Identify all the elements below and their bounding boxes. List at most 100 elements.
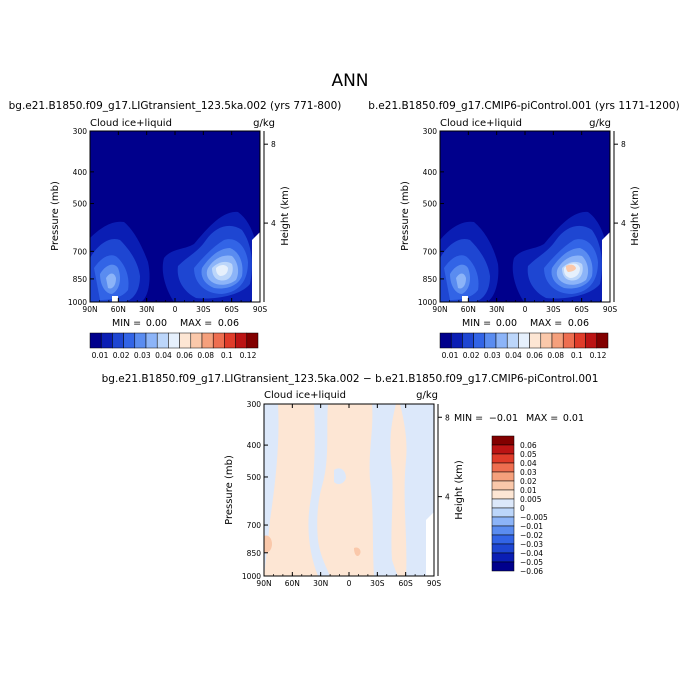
p2-ytick-label: 850 xyxy=(423,275,438,284)
p1-colorbar-swatch xyxy=(168,332,180,349)
p2-xtick-label: 60S xyxy=(575,305,590,314)
p1-colorbar-swatch xyxy=(156,332,169,349)
panel-2-terrain-mask-south xyxy=(602,232,610,302)
p2-colorbar-swatch xyxy=(596,332,609,349)
p2-colorbar-swatch xyxy=(450,332,463,349)
p1-colorbar-swatch xyxy=(246,332,259,349)
p2-y2tick-label: 4 xyxy=(621,219,626,228)
panel-1-field xyxy=(90,131,260,302)
p1-xtick-label: 60N xyxy=(111,305,126,314)
p2-y2tick-label: 8 xyxy=(621,140,626,149)
panel-1-max-value: 0.06 xyxy=(218,318,239,329)
panel-3: bg.e21.B1850.f09_g17.LIGtransient_123.5k… xyxy=(102,373,599,588)
p1-colorbar-swatch xyxy=(235,332,248,349)
p3-colorbar-swatch xyxy=(491,561,515,572)
p3-xtick-label: 0 xyxy=(347,579,352,588)
p3-colorbar-swatch xyxy=(491,543,515,554)
p3-colorbar-label: −0.04 xyxy=(520,549,543,558)
panel-1-title: bg.e21.B1850.f09_g17.LIGtransient_123.5k… xyxy=(9,100,342,112)
panel-3-max-value: 0.01 xyxy=(563,413,584,424)
p2-colorbar-swatch xyxy=(439,332,452,349)
panel-3-min-value: −0.01 xyxy=(489,413,518,424)
panel-1-contour-level-7b xyxy=(216,265,228,276)
p1-colorbar-swatch xyxy=(123,332,136,349)
p2-colorbar-label: 0.04 xyxy=(505,351,522,360)
p2-colorbar-label: 0.12 xyxy=(590,351,607,360)
p1-ytick-label: 300 xyxy=(73,127,88,136)
panel-2-title: b.e21.B1850.f09_g17.CMIP6-piControl.001 … xyxy=(368,100,679,112)
p3-colorbar-swatch xyxy=(491,525,515,536)
p1-colorbar-label: 0.1 xyxy=(221,351,233,360)
panel-3-field xyxy=(264,404,434,576)
panel-3-negative-band-e xyxy=(334,468,346,485)
p2-colorbar-swatch xyxy=(518,332,530,349)
panel-2-contour-level-8b xyxy=(566,264,576,272)
figure-title: ANN xyxy=(331,71,368,91)
p1-ytick-label: 1000 xyxy=(68,298,87,307)
p3-ytick-label: 850 xyxy=(247,549,262,558)
p2-colorbar-label: 0.06 xyxy=(526,351,543,360)
panel-2-variable: Cloud ice+liquid xyxy=(440,118,522,129)
panel-1-y2label: Height (km) xyxy=(280,186,291,246)
p2-colorbar-swatch xyxy=(585,332,598,349)
p3-xtick-label: 90S xyxy=(427,579,442,588)
p1-colorbar-label: 0.08 xyxy=(197,351,214,360)
p2-colorbar-label: 0.02 xyxy=(463,351,480,360)
p2-colorbar-swatch xyxy=(529,332,542,349)
p1-colorbar-swatch xyxy=(89,332,102,349)
p2-colorbar-swatch xyxy=(551,332,564,349)
p1-colorbar-label: 0.06 xyxy=(176,351,193,360)
panel-3-min-label: MIN = xyxy=(454,413,483,424)
p3-xtick-label: 90N xyxy=(256,579,271,588)
p1-colorbar-swatch xyxy=(112,332,124,349)
p2-colorbar-label: 0.01 xyxy=(442,351,459,360)
p2-ytick-label: 300 xyxy=(423,127,438,136)
p1-y2tick-label: 4 xyxy=(271,219,276,228)
p3-colorbar-label: −0.06 xyxy=(520,567,543,576)
panel-3-negative-band-d xyxy=(400,404,434,576)
p3-colorbar-swatch xyxy=(491,552,515,563)
panel-2: b.e21.B1850.f09_g17.CMIP6-piControl.001 … xyxy=(368,100,679,360)
p3-y2tick-label: 4 xyxy=(445,493,450,502)
p1-colorbar-swatch xyxy=(145,332,158,349)
panel-1-min-value: 0.00 xyxy=(146,318,167,329)
panel-2-terrain-mask xyxy=(462,296,468,302)
p1-colorbar-label: 0.04 xyxy=(155,351,172,360)
p3-colorbar-label: −0.005 xyxy=(520,513,548,522)
p1-xtick-label: 90S xyxy=(253,305,268,314)
panel-3-terrain-mask-south xyxy=(426,512,434,576)
p1-ytick-label: 850 xyxy=(73,275,88,284)
p3-colorbar-label: 0.04 xyxy=(520,459,537,468)
p1-colorbar-label: 0.01 xyxy=(92,351,109,360)
p1-colorbar-label: 0.03 xyxy=(134,351,151,360)
p2-colorbar-swatch xyxy=(473,332,486,349)
panel-3-axes: 90N 60N 30N 0 30S 60S 90S 300 400 500 700 850 1000 8 4 xyxy=(242,400,450,588)
p2-colorbar-swatch xyxy=(495,332,508,349)
p1-colorbar-label: 0.02 xyxy=(113,351,130,360)
p3-colorbar-label: 0.02 xyxy=(520,477,537,486)
panel-3-y2label: Height (km) xyxy=(454,460,465,520)
p3-colorbar-label: −0.02 xyxy=(520,531,543,540)
panel-1-min-label: MIN = xyxy=(112,318,141,329)
p1-xtick-label: 90N xyxy=(82,305,97,314)
p3-colorbar-label: 0.01 xyxy=(520,486,537,495)
panel-2-min-value: 0.00 xyxy=(496,318,517,329)
panel-1-ylabel: Pressure (mb) xyxy=(50,181,61,251)
panel-1-contour-level-5 xyxy=(106,273,116,289)
p2-ytick-label: 1000 xyxy=(418,298,437,307)
p3-colorbar-label: −0.01 xyxy=(520,522,543,531)
p3-colorbar-swatch xyxy=(491,435,515,446)
panel-2-field xyxy=(440,131,610,302)
p3-colorbar-label: 0.06 xyxy=(520,441,537,450)
p3-xtick-label: 30S xyxy=(370,579,385,588)
panel-3-variable: Cloud ice+liquid xyxy=(264,390,346,401)
p2-ytick-label: 400 xyxy=(423,168,438,177)
p3-colorbar-label: 0.05 xyxy=(520,450,537,459)
p2-ytick-label: 500 xyxy=(423,200,438,209)
panel-3-title: bg.e21.B1850.f09_g17.LIGtransient_123.5k… xyxy=(102,373,599,385)
p2-colorbar-swatch xyxy=(506,332,519,349)
p3-colorbar-swatch xyxy=(491,453,515,464)
p2-colorbar-label: 0.1 xyxy=(571,351,583,360)
p3-colorbar-swatch xyxy=(491,462,515,473)
